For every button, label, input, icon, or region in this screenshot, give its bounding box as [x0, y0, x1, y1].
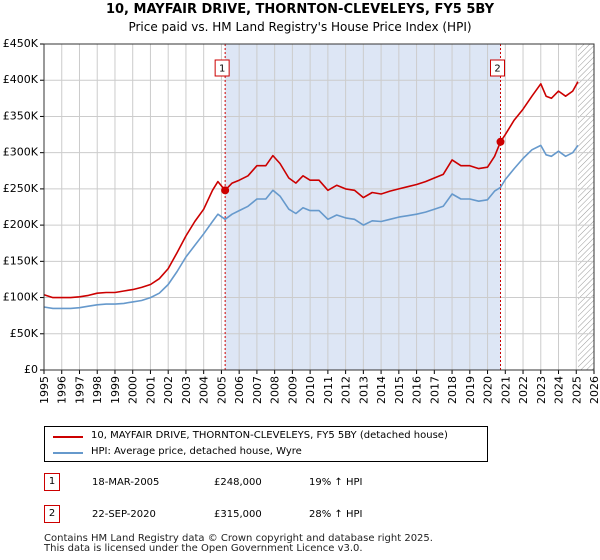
legend-swatch-hpi	[53, 452, 83, 454]
sale-badge-1: 1	[44, 473, 60, 491]
future-hatch	[578, 44, 594, 370]
sale-hpi-1: 19% ↑ HPI	[309, 477, 363, 488]
x-tick-label: 2023	[535, 376, 548, 404]
x-tick-label: 1996	[56, 376, 69, 404]
x-tick-label: 2011	[322, 376, 335, 404]
y-tick-label: £250K	[3, 182, 39, 195]
x-tick-label: 2018	[446, 376, 459, 404]
x-tick-label: 1998	[91, 376, 104, 404]
sale-2-point	[496, 137, 505, 146]
sale-2-label-box	[490, 59, 505, 77]
y-tick-label: £200K	[3, 218, 39, 231]
x-tick-label: 2016	[411, 376, 424, 404]
y-tick-label: £100K	[3, 291, 39, 304]
y-tick-label: £300K	[3, 146, 39, 159]
sale-price-1: £248,000	[214, 477, 262, 488]
x-tick-label: 2015	[393, 376, 406, 404]
y-tick-label: £0	[24, 363, 38, 376]
hpi-line	[43, 144, 579, 310]
x-tick-label: 2007	[251, 376, 264, 404]
chart-subtitle: Price paid vs. HM Land Registry's House …	[128, 20, 472, 34]
x-tick-label: 2025	[570, 376, 583, 404]
x-tick-label: 2009	[286, 376, 299, 404]
plot-frame	[43, 43, 595, 371]
sale-date-2: 22-SEP-2020	[92, 509, 156, 520]
x-tick-label: 2017	[428, 376, 441, 404]
x-tick-label: 2024	[553, 376, 566, 404]
sale-badge-2: 2	[44, 505, 60, 523]
y-tick-label: £50K	[10, 327, 39, 340]
x-tick-label: 2002	[162, 376, 175, 404]
price-chart: 1995 1996 1997 1998 1999 2000 2001 2002 2003 2004…	[3, 37, 600, 404]
legend-swatch-property	[53, 436, 83, 438]
x-tick-label: 2012	[340, 376, 353, 404]
legend-label-property: 10, MAYFAIR DRIVE, THORNTON-CLEVELEYS, F…	[91, 430, 448, 441]
x-tick-label: 2010	[304, 376, 317, 404]
footer-licence: This data is licensed under the Open Gov…	[44, 543, 363, 554]
ownership-period-shade	[225, 44, 501, 370]
x-tick-label: 1997	[73, 376, 86, 404]
x-tick-label: 2026	[588, 376, 600, 404]
x-tick-label: 2019	[464, 376, 477, 404]
y-tick-label: £350K	[3, 109, 39, 122]
x-tick-label: 2000	[127, 376, 140, 404]
x-tick-label: 2013	[357, 376, 370, 404]
chart-title: 10, MAYFAIR DRIVE, THORNTON-CLEVELEYS, F…	[105, 2, 495, 17]
x-tick-label: 2008	[269, 376, 282, 404]
x-tick-label: 2022	[517, 376, 530, 404]
x-tick-label: 2004	[198, 376, 211, 404]
x-tick-label: 2021	[499, 376, 512, 404]
x-tick-label: 2020	[482, 376, 495, 404]
sale-1-label-box	[214, 59, 230, 77]
footer-copyright: Contains HM Land Registry data © Crown c…	[44, 533, 433, 544]
sale-date-1: 18-MAR-2005	[92, 477, 160, 488]
y-tick-label: £150K	[3, 254, 39, 267]
x-tick-label: 2006	[233, 376, 246, 404]
sale-2-label: 2	[494, 64, 500, 75]
y-tick-label: £400K	[3, 73, 39, 86]
x-tick-label: 1999	[109, 376, 122, 404]
sale-1-point	[221, 186, 230, 195]
legend: 10, MAYFAIR DRIVE, THORNTON-CLEVELEYS, F…	[44, 426, 488, 462]
x-tick-label: 1995	[38, 376, 51, 404]
legend-label-hpi: HPI: Average price, detached house, Wyre	[91, 446, 302, 457]
y-tick-label: £450K	[3, 37, 39, 50]
x-tick-label: 2001	[144, 376, 157, 404]
x-tick-label: 2003	[180, 376, 193, 404]
sale-price-2: £315,000	[214, 509, 262, 520]
sale-hpi-2: 28% ↑ HPI	[309, 509, 363, 520]
x-tick-label: 2014	[375, 376, 388, 404]
x-tick-label: 2005	[215, 376, 228, 404]
sale-1-label: 1	[219, 64, 225, 75]
